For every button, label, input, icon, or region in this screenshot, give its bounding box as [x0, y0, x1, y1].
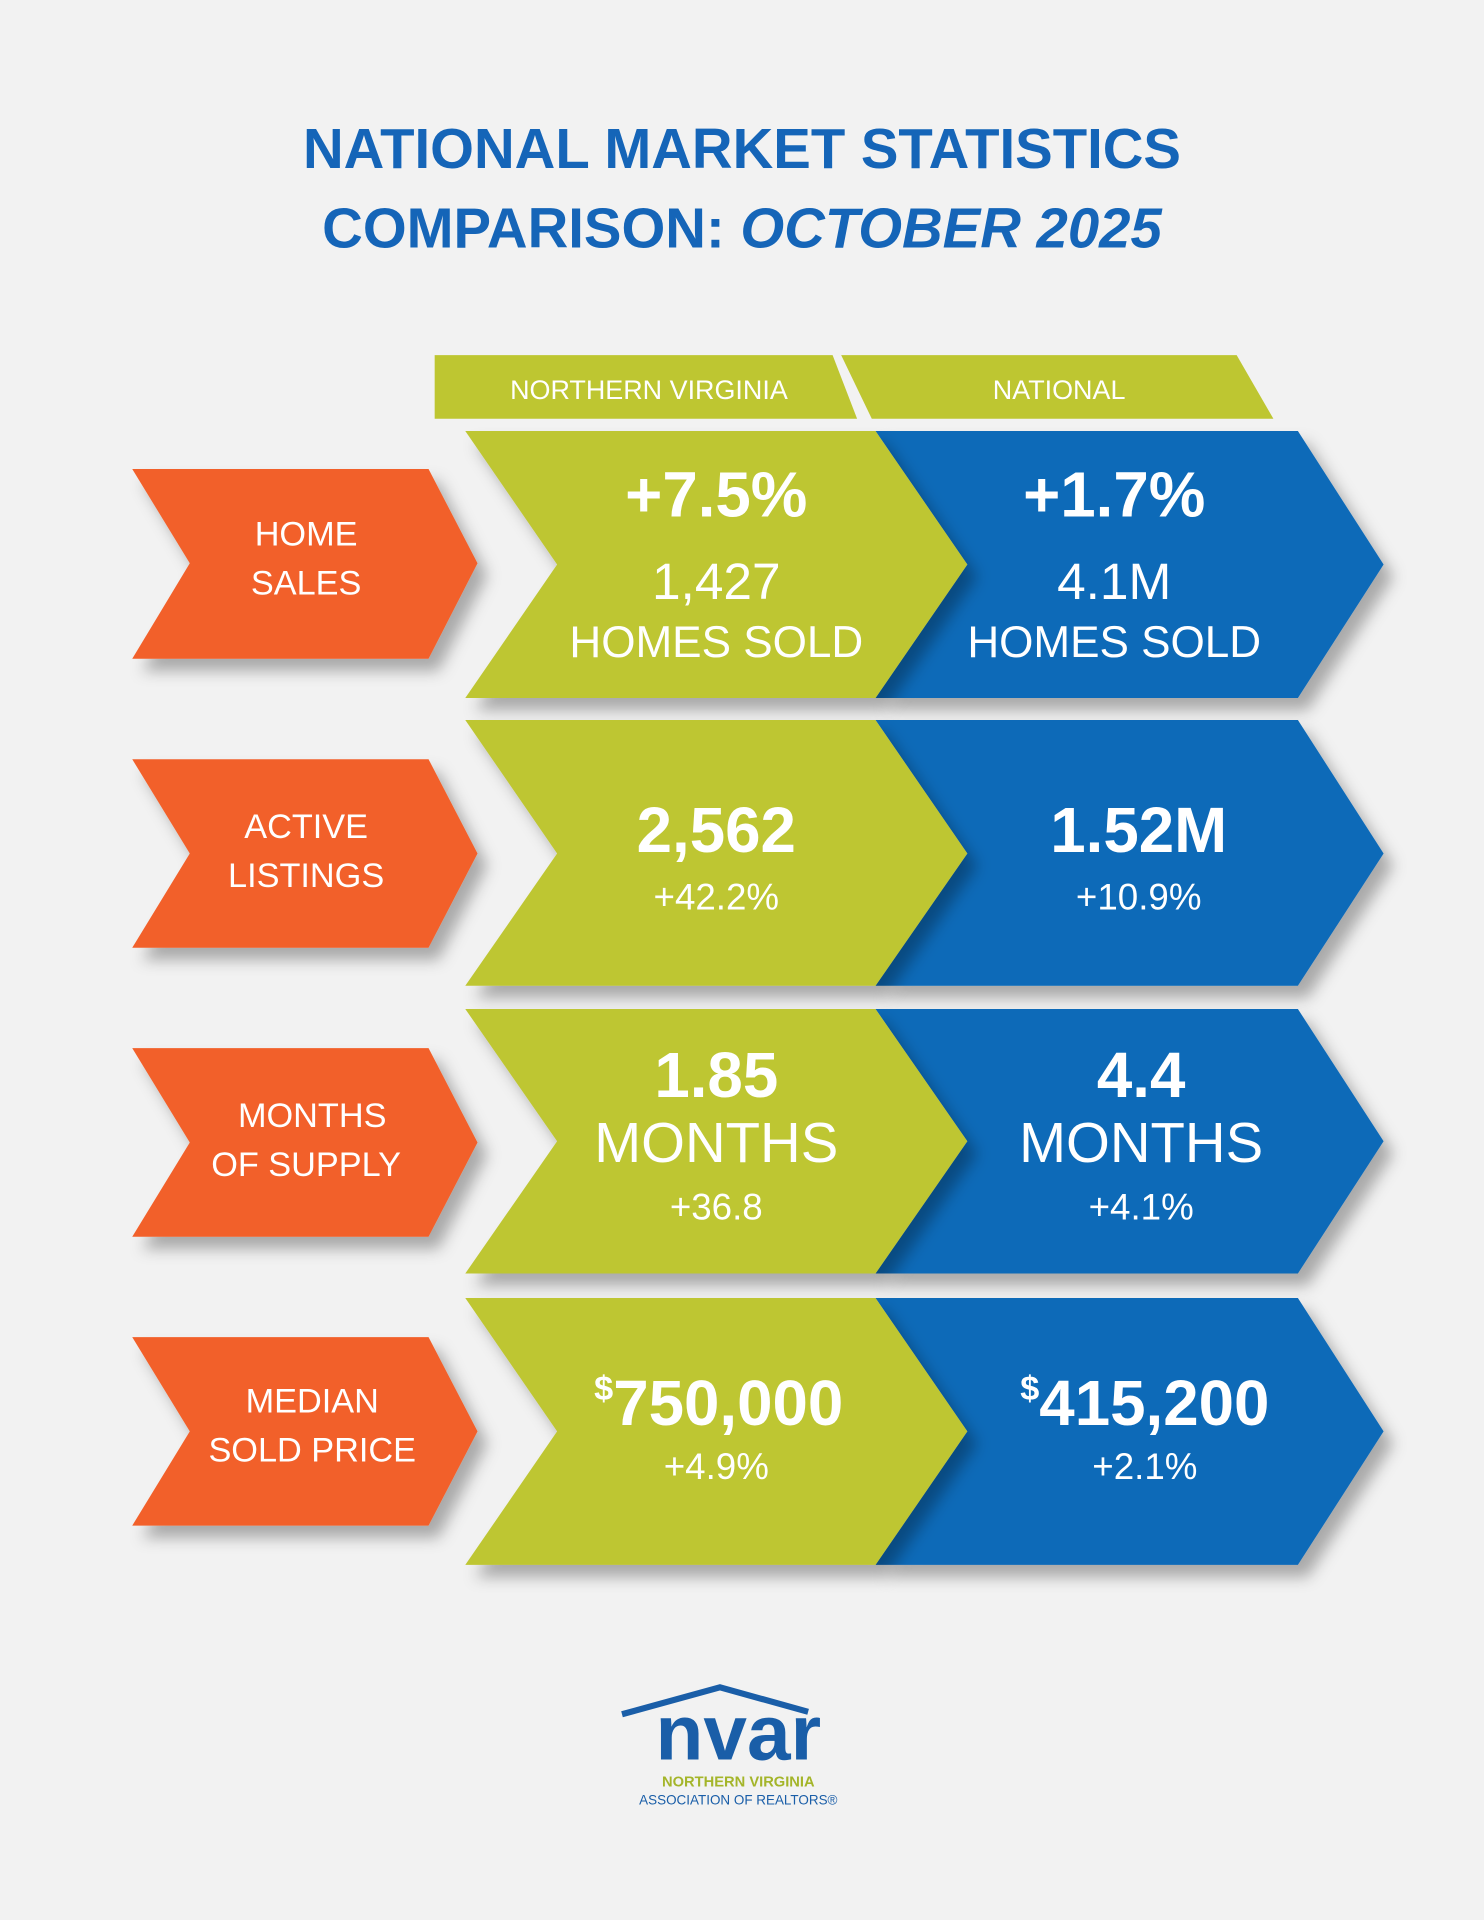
cell-change: +36.8 — [670, 1186, 763, 1227]
column-header: NORTHERN VIRGINIA — [510, 375, 788, 405]
column-tab — [434, 355, 858, 419]
logo-line1: NORTHERN VIRGINIA — [662, 1775, 815, 1791]
row-label: MONTHS — [238, 1097, 386, 1135]
price: 415,200 — [1039, 1368, 1269, 1439]
currency: $ — [1020, 1370, 1039, 1408]
currency: $ — [594, 1370, 613, 1408]
nova-arrow — [465, 720, 968, 986]
national-arrow — [875, 720, 1384, 986]
cell-value: 2,562 — [637, 795, 796, 866]
logo: nvar NORTHERN VIRGINIA ASSOCIATION OF RE… — [621, 1684, 838, 1808]
price: 750,000 — [613, 1368, 843, 1439]
title-emphasis: OCTOBER 2025 — [740, 197, 1162, 260]
cell-change: +4.9% — [664, 1446, 769, 1487]
cell-value: 1.52M — [1050, 795, 1227, 866]
logo-mark: nvar — [656, 1688, 822, 1776]
column-tab — [841, 355, 1274, 419]
cell-text: HOMES SOLD — [569, 618, 863, 667]
row: MONTHS OF SUPPLY 1.85 MONTHS +36.8 4.4 M… — [132, 1008, 1384, 1274]
title-line2: COMPARISON: OCTOBER 2025 — [322, 197, 1162, 260]
cell-value: +7.5% — [625, 459, 807, 530]
row-label: MEDIAN — [246, 1382, 379, 1420]
title-line1: NATIONAL MARKET STATISTICS — [303, 117, 1181, 180]
cell-text: HOMES SOLD — [967, 618, 1261, 667]
cell-change: +10.9% — [1076, 877, 1202, 918]
row-label: SALES — [251, 564, 361, 602]
logo-line2: ASSOCIATION OF REALTORS® — [639, 1793, 837, 1808]
national-arrow — [875, 1008, 1384, 1274]
row-label: ACTIVE — [244, 808, 368, 846]
logo-roof — [621, 1684, 809, 1718]
cell-change: +42.2% — [654, 877, 780, 918]
row-label: OF SUPPLY — [211, 1146, 401, 1184]
cell-value: 1.85 — [654, 1040, 778, 1111]
cell-value: +1.7% — [1023, 459, 1205, 530]
cell-value: 4.1M — [1057, 552, 1171, 610]
row: ACTIVE LISTINGS 2,562 +42.2% 1.52M +10.9… — [132, 720, 1384, 986]
row-label: HOME — [255, 515, 358, 553]
row-label-arrow — [132, 1048, 478, 1237]
row-label-arrow — [132, 469, 478, 659]
nova-arrow — [465, 1008, 968, 1274]
title-prefix: COMPARISON: — [322, 197, 725, 260]
row: HOME SALES +7.5% 1,427 HOMES SOLD +1.7% … — [132, 431, 1384, 698]
row-label-arrow — [132, 1337, 478, 1526]
nova-arrow — [465, 431, 968, 698]
cell-value: $415,200 — [1020, 1368, 1269, 1439]
row-label-arrow — [132, 759, 478, 948]
row: MEDIAN SOLD PRICE $750,000 +4.9% $415,20… — [132, 1297, 1384, 1565]
national-arrow — [875, 431, 1384, 698]
cell-unit: MONTHS — [1019, 1111, 1263, 1174]
cell-change: +4.1% — [1089, 1186, 1194, 1227]
row-label: SOLD PRICE — [208, 1431, 416, 1469]
column-header: NATIONAL — [993, 375, 1126, 405]
cell-change: +2.1% — [1092, 1446, 1197, 1487]
cell-unit: MONTHS — [594, 1111, 838, 1174]
cell-value: 4.4 — [1097, 1040, 1186, 1111]
nova-arrow — [465, 1297, 968, 1565]
cell-value: $750,000 — [594, 1368, 843, 1439]
row-label: LISTINGS — [228, 857, 384, 895]
national-arrow — [875, 1297, 1384, 1565]
cell-value: 1,427 — [652, 552, 781, 610]
